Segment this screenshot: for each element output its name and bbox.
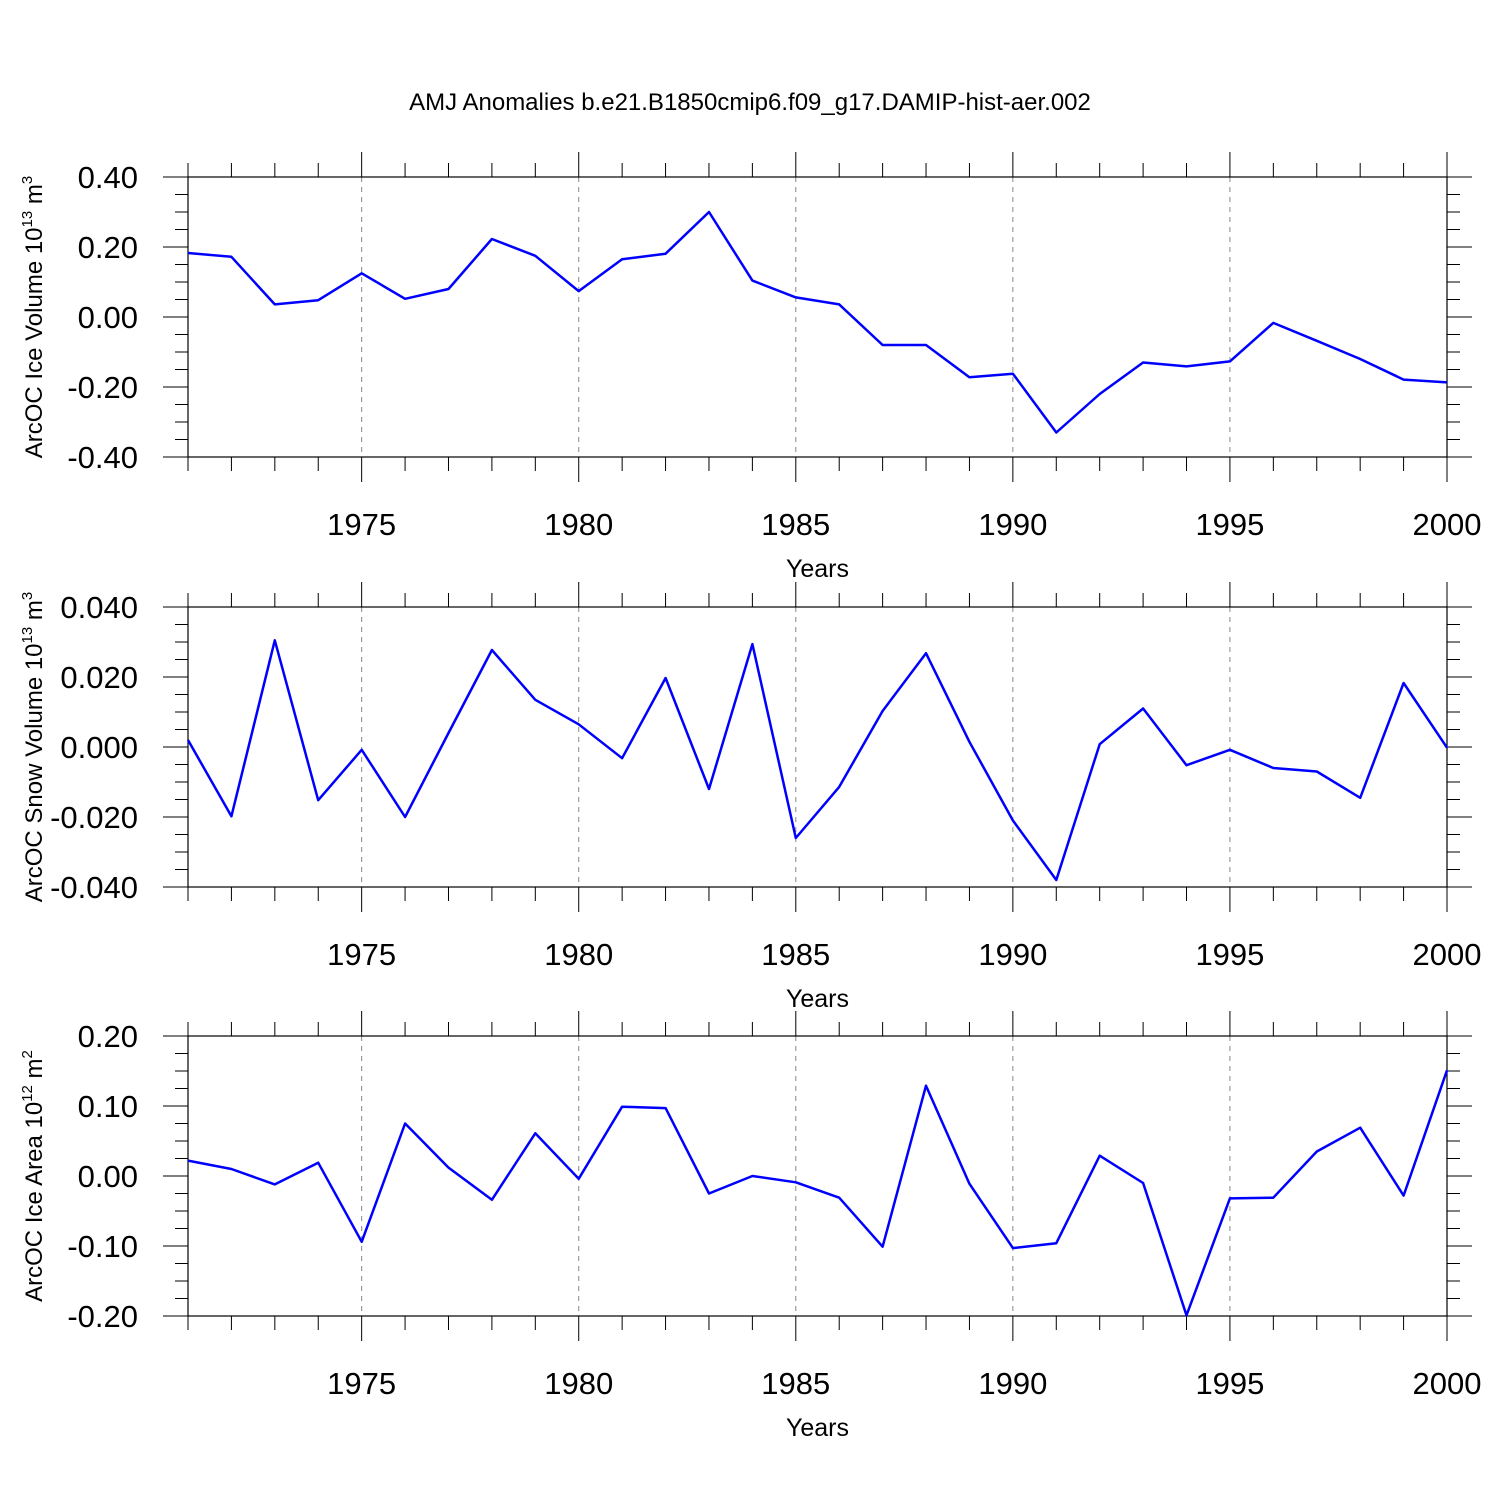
y-tick-label: 0.020 xyxy=(60,660,138,695)
x-tick-label: 1980 xyxy=(544,507,613,542)
plot-frame xyxy=(187,1035,1448,1317)
y-tick-label: -0.40 xyxy=(67,440,138,475)
y-tick-label: 0.000 xyxy=(60,730,138,765)
x-axis-label: Years xyxy=(786,555,849,583)
x-tick-label: 2000 xyxy=(1413,937,1482,972)
x-tick-label: 1975 xyxy=(327,1366,396,1401)
x-tick-label: 1975 xyxy=(327,937,396,972)
y-tick-label: 0.00 xyxy=(78,300,138,335)
x-tick-label: 1975 xyxy=(327,507,396,542)
x-tick-label: 2000 xyxy=(1413,507,1482,542)
x-tick-label: 1990 xyxy=(978,1366,1047,1401)
x-tick-label: 1990 xyxy=(978,507,1047,542)
x-tick-label: 1995 xyxy=(1195,937,1264,972)
y-tick-label: 0.040 xyxy=(60,590,138,625)
y-tick-label: -0.20 xyxy=(67,370,138,405)
x-tick-label: 1985 xyxy=(761,937,830,972)
y-tick-label: -0.040 xyxy=(50,870,138,905)
x-tick-label: 2000 xyxy=(1413,1366,1482,1401)
x-tick-label: 1985 xyxy=(761,1366,830,1401)
x-tick-label: 1980 xyxy=(544,1366,613,1401)
chart-title: AMJ Anomalies b.e21.B1850cmip6.f09_g17.D… xyxy=(409,89,1091,116)
y-tick-label: 0.40 xyxy=(78,160,138,195)
x-tick-label: 1985 xyxy=(761,507,830,542)
y-tick-label: 0.10 xyxy=(78,1089,138,1124)
x-tick-label: 1995 xyxy=(1195,1366,1264,1401)
panel-3: -0.20 -0.10 0.00 0.10 0.20 1975 1980 1985 1990 19… xyxy=(19,1011,1481,1442)
y-axis-label: ArcOC Ice Volume 1013 m3 xyxy=(19,176,48,458)
y-tick-label: -0.20 xyxy=(67,1299,138,1334)
x-tick-label: 1990 xyxy=(978,937,1047,972)
plot-frame xyxy=(187,176,1448,458)
x-axis-label: Years xyxy=(786,1414,849,1442)
series-line xyxy=(187,210,1448,434)
x-tick-label: 1980 xyxy=(544,937,613,972)
y-tick-label: 0.20 xyxy=(78,230,138,265)
y-tick-label: -0.020 xyxy=(50,800,138,835)
panel-1: -0.40 -0.20 0.00 0.20 0.40 1975 1980 1985 1990 19… xyxy=(19,152,1481,583)
panel-2: -0.040 -0.020 0.000 0.020 0.040 1975 1980 1985 1… xyxy=(19,582,1481,1013)
plot-frame xyxy=(187,606,1448,888)
x-tick-label: 1995 xyxy=(1195,507,1264,542)
series-line xyxy=(186,639,1449,882)
y-tick-label: -0.10 xyxy=(67,1229,138,1264)
y-tick-label: 0.20 xyxy=(78,1019,138,1054)
y-tick-label: 0.00 xyxy=(78,1159,138,1194)
x-axis-label: Years xyxy=(786,985,849,1013)
series-line xyxy=(187,1069,1449,1317)
y-axis-label: ArcOC Ice Area 1012 m2 xyxy=(19,1050,48,1302)
y-axis-label: ArcOC Snow Volume 1013 m3 xyxy=(19,592,48,903)
